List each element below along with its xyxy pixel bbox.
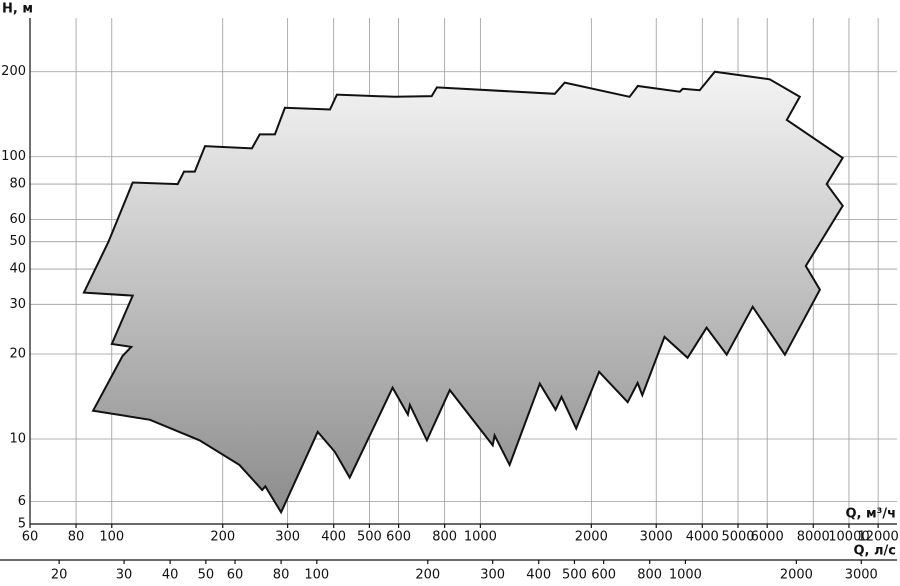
- y-axis-label: H, м: [2, 2, 33, 17]
- x2-tick-label: 80: [273, 568, 290, 583]
- x2-tick-label: 800: [637, 568, 662, 583]
- x2-tick-label: 3000: [845, 568, 878, 583]
- x2-tick-label: 30: [116, 568, 133, 583]
- y-tick-label: 6: [18, 494, 26, 509]
- x-tick-label: 60: [22, 530, 39, 545]
- x-tick-label: 2000: [575, 530, 608, 545]
- plot-area: [82, 70, 845, 515]
- y-tick-label: 80: [9, 177, 26, 192]
- x2-tick-label: 60: [227, 568, 244, 583]
- y-tick-label: 100: [1, 149, 26, 164]
- x-tick-label: 10000: [828, 530, 869, 545]
- y-tick-label: 200: [1, 64, 26, 79]
- x-tick-label: 400: [321, 530, 346, 545]
- x2-tick-label: 600: [591, 568, 616, 583]
- axes: 60 80 100 200 300 400 500 600 800 1000 2000 3000 400…: [0, 18, 899, 583]
- x-tick-label: 6000: [751, 530, 784, 545]
- x-axis-label: Q, м³/ч: [845, 507, 896, 522]
- x2-tick-label: 2000: [780, 568, 813, 583]
- x2-tick-label: 400: [526, 568, 551, 583]
- y-tick-label: 20: [9, 347, 26, 362]
- x-tick-label: 3000: [640, 530, 673, 545]
- x-tick-label: 800: [432, 530, 457, 545]
- x2-tick-label: 50: [198, 568, 215, 583]
- x2-tick-label: 40: [162, 568, 179, 583]
- y-tick-label: 5: [18, 517, 26, 532]
- x2-axis-label: Q, л/с: [854, 544, 897, 559]
- x2-tick-label: 20: [51, 568, 68, 583]
- x-tick-label: 200: [210, 530, 235, 545]
- x-tick-label: 100: [99, 530, 124, 545]
- y-tick-label: 10: [9, 432, 26, 447]
- x2-tick-label: 100: [304, 568, 329, 583]
- y-tick-label: 30: [9, 297, 26, 312]
- x-tick-label: 12000: [857, 530, 898, 545]
- x2-tick-label: 1000: [669, 568, 702, 583]
- x-tick-label: 80: [68, 530, 85, 545]
- x2-tick-label: 500: [562, 568, 587, 583]
- x2-tick-label: 300: [480, 568, 505, 583]
- x-tick-label: 600: [386, 530, 411, 545]
- x-tick-label: 300: [275, 530, 300, 545]
- x-tick-label: 1000: [464, 530, 497, 545]
- operating-envelope: [82, 70, 845, 515]
- x2-tick-label: 200: [415, 568, 440, 583]
- y-tick-label: 40: [9, 262, 26, 277]
- x-tick-label: 5000: [721, 530, 754, 545]
- y-tick-label: 60: [9, 212, 26, 227]
- x-tick-label: 500: [357, 530, 382, 545]
- x-tick-label: 4000: [686, 530, 719, 545]
- y-tick-label: 50: [9, 234, 26, 249]
- x-tick-label: 8000: [797, 530, 830, 545]
